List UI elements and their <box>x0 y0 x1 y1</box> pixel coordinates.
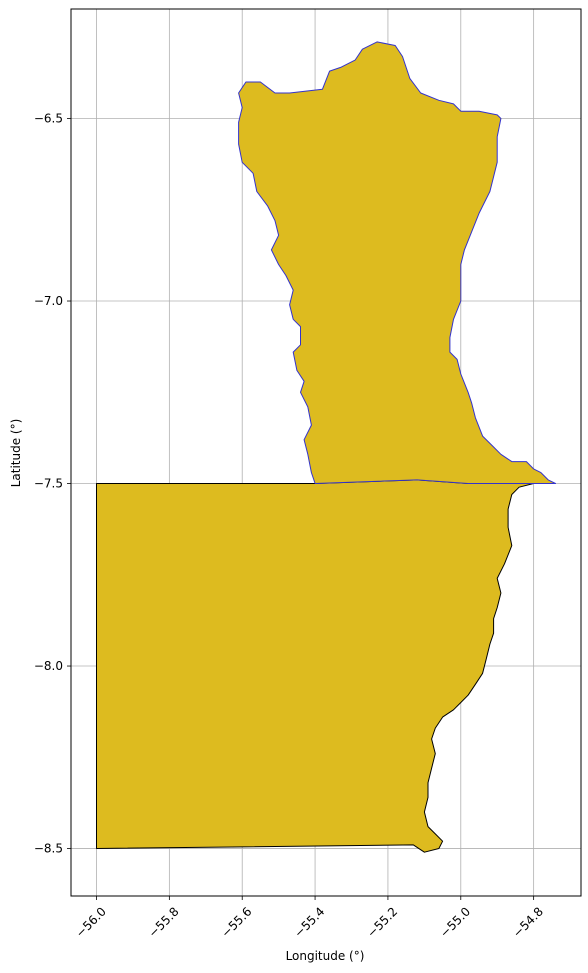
x-tick-label: −55.4 <box>292 904 328 940</box>
y-tick-label: −6.5 <box>34 112 63 126</box>
y-axis-ticks: −6.5 −7.0 −7.5 −8.0 −8.5 <box>34 112 71 856</box>
x-tick-label: −55.6 <box>219 904 255 940</box>
x-tick-label: −56.0 <box>73 904 109 940</box>
region-layer <box>96 41 556 853</box>
x-tick-label: −54.8 <box>510 904 546 940</box>
x-tick-label: −55.0 <box>437 904 473 940</box>
y-tick-label: −8.0 <box>34 659 63 673</box>
y-axis-title: Latitude (°) <box>9 419 23 488</box>
x-axis-ticks: −56.0 −55.8 −55.6 −55.4 −55.2 −55.0 −54.8 <box>73 896 546 940</box>
x-tick-label: −55.8 <box>146 904 182 940</box>
map-region <box>238 41 556 484</box>
map-region <box>96 479 535 853</box>
y-tick-label: −8.5 <box>34 842 63 856</box>
y-tick-label: −7.5 <box>34 477 63 491</box>
x-axis-title: Longitude (°) <box>286 949 365 963</box>
x-tick-label: −55.2 <box>364 904 400 940</box>
y-tick-label: −7.0 <box>34 294 63 308</box>
plot-frame <box>70 8 582 897</box>
